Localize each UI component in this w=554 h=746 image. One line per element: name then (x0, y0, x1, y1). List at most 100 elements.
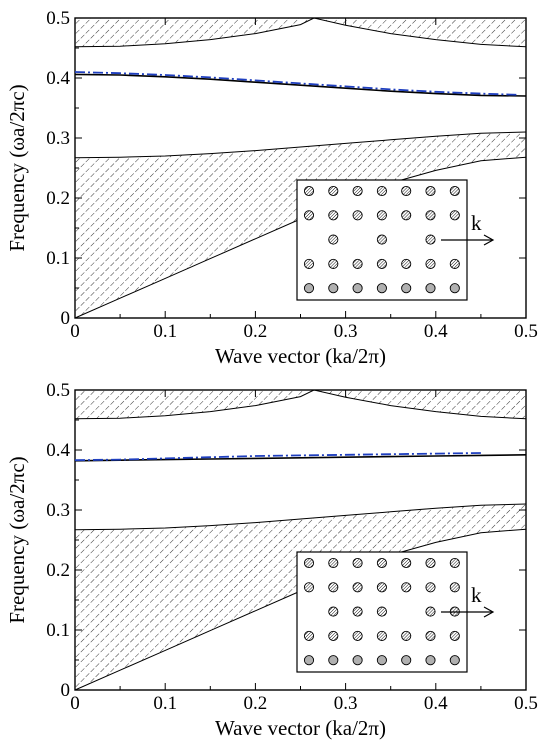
lattice-rod (352, 606, 363, 617)
lattice-rod (328, 258, 339, 269)
y-tick-label: 0.3 (46, 128, 70, 149)
lattice-rod (376, 283, 387, 294)
inset: k (296, 551, 495, 673)
lattice-rod (303, 582, 315, 593)
y-tick-label: 0.2 (46, 188, 70, 209)
lattice-rod (352, 185, 363, 197)
lattice-rod (449, 258, 460, 269)
lattice-rod (376, 630, 387, 641)
lattice-rod (328, 606, 339, 617)
band-edge-lower-1 (74, 389, 527, 420)
k-arrowhead-icon (483, 234, 495, 246)
lattice-rod (352, 283, 363, 294)
x-tick-label: 0 (70, 693, 80, 714)
lattice-rod (303, 185, 315, 197)
lattice-rod (401, 582, 412, 593)
band-region-0 (75, 504, 526, 690)
ticks-layer: 0 0.1 0.2 0.3 0.4 0.5 0 0.1 0.2 0.3 0.4 0.5 (46, 380, 538, 714)
lattice-rod (401, 258, 412, 269)
k-label: k (471, 211, 482, 235)
x-axis-label: Wave vector (ka/2π) (215, 716, 386, 740)
band-region-1 (75, 18, 526, 47)
k-label: k (471, 583, 482, 607)
y-tick-label: 0.4 (46, 440, 70, 461)
inset: k (296, 179, 495, 301)
ticks-layer: 0 0.1 0.2 0.3 0.4 0.5 0 0.1 0.2 0.3 0.4 0.5 (46, 8, 538, 342)
lattice-rod (449, 557, 460, 569)
lattice-rod (376, 185, 387, 197)
lattice-rod (328, 210, 339, 221)
lattice-rod (401, 283, 412, 294)
band-region-1 (75, 390, 526, 419)
lattice-rod (352, 655, 363, 666)
lattice-rod (425, 582, 436, 593)
band-edge-upper-0 (74, 503, 527, 531)
lattice-rod (425, 234, 436, 245)
bands-layer (74, 389, 527, 691)
k-arrowhead-icon (483, 606, 495, 618)
lattice-rod (303, 557, 315, 569)
lattice-rod (449, 185, 460, 197)
lattice-rod (352, 630, 363, 641)
lattice-rod (328, 655, 339, 666)
lattice-rod (425, 185, 436, 197)
lattice-rod (401, 655, 412, 666)
lattice-rod (449, 582, 460, 593)
lattice-rod (449, 630, 460, 641)
series-layer (74, 71, 527, 97)
lattice-rod (328, 630, 339, 641)
inset-dots (303, 557, 460, 666)
lattice-rod (376, 234, 387, 245)
x-tick-label: 0.4 (424, 693, 448, 714)
y-tick-label: 0 (61, 680, 71, 701)
lattice-rod (352, 582, 363, 593)
series-line-solid (74, 73, 527, 97)
lattice-rod (376, 210, 387, 221)
x-tick-label: 0.3 (334, 693, 358, 714)
x-tick-label: 0.1 (153, 693, 177, 714)
lattice-rod (425, 557, 436, 569)
lattice-rod (401, 630, 412, 641)
lattice-rod (328, 582, 339, 593)
y-tick-label: 0.1 (46, 620, 70, 641)
lattice-rod (401, 557, 412, 569)
lattice-rod (425, 210, 436, 221)
lattice-rod (328, 283, 339, 294)
lattice-rod (376, 258, 387, 269)
series-line-dash-dot (74, 452, 481, 462)
y-tick-label: 0 (61, 308, 71, 329)
y-tick-label: 0.2 (46, 560, 70, 581)
y-axis-label: Frequency (ωa/2πc) (5, 456, 29, 623)
lattice-rod (425, 606, 436, 617)
lattice-rod (303, 283, 315, 294)
x-tick-label: 0.5 (514, 321, 538, 342)
lattice-rod (303, 210, 315, 221)
lattice-rod (328, 185, 339, 197)
inset-dots (303, 185, 460, 294)
lattice-rod (449, 283, 460, 294)
y-tick-label: 0.5 (46, 8, 70, 29)
x-axis-label: Wave vector (ka/2π) (215, 344, 386, 368)
y-tick-label: 0.3 (46, 500, 70, 521)
lattice-rod (352, 557, 363, 569)
lattice-rod (303, 630, 315, 641)
lattice-rod (425, 630, 436, 641)
y-tick-label: 0.4 (46, 68, 70, 89)
lattice-rod (303, 258, 315, 269)
x-tick-label: 0.2 (244, 693, 268, 714)
x-tick-label: 0.5 (514, 693, 538, 714)
series-layer (74, 452, 527, 462)
x-tick-label: 0.3 (334, 321, 358, 342)
lattice-rod (376, 582, 387, 593)
lattice-rod (303, 655, 315, 666)
lattice-rod (376, 557, 387, 569)
lattice-rod (425, 258, 436, 269)
band-edge-lower-1 (74, 17, 527, 48)
lattice-rod (328, 234, 339, 245)
y-axis-label: Frequency (ωa/2πc) (5, 84, 29, 251)
lattice-rod (352, 210, 363, 221)
band-region-0 (75, 132, 526, 318)
y-tick-label: 0.5 (46, 380, 70, 401)
lattice-rod (352, 258, 363, 269)
